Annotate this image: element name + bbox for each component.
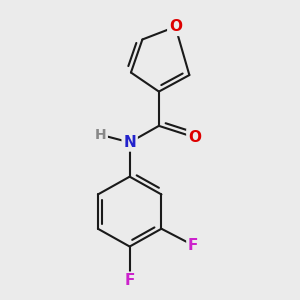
Text: F: F: [188, 238, 198, 253]
Text: O: O: [169, 19, 182, 34]
Text: N: N: [123, 135, 136, 150]
Text: H: H: [95, 128, 106, 142]
Text: O: O: [188, 130, 201, 145]
Text: F: F: [124, 273, 135, 288]
